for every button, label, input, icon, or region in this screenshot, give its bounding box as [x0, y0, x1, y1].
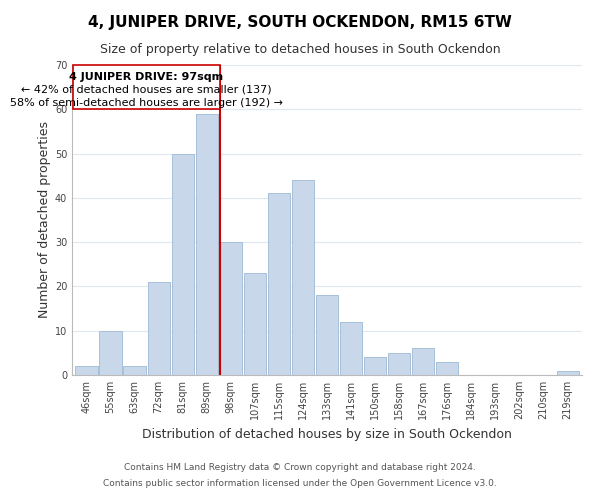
- Text: Contains public sector information licensed under the Open Government Licence v3: Contains public sector information licen…: [103, 478, 497, 488]
- Bar: [100, 330, 122, 375]
- Bar: [73, 65, 220, 110]
- Text: 4, JUNIPER DRIVE, SOUTH OCKENDON, RM15 6TW: 4, JUNIPER DRIVE, SOUTH OCKENDON, RM15 6…: [88, 15, 512, 30]
- Bar: [436, 362, 458, 375]
- Text: 4 JUNIPER DRIVE: 97sqm: 4 JUNIPER DRIVE: 97sqm: [70, 72, 224, 82]
- Y-axis label: Number of detached properties: Number of detached properties: [38, 122, 50, 318]
- Bar: [244, 273, 266, 375]
- Bar: [76, 366, 98, 375]
- Bar: [340, 322, 362, 375]
- Bar: [364, 358, 386, 375]
- Bar: [124, 366, 146, 375]
- Bar: [148, 282, 170, 375]
- Bar: [196, 114, 218, 375]
- X-axis label: Distribution of detached houses by size in South Ockendon: Distribution of detached houses by size …: [142, 428, 512, 440]
- Text: Contains HM Land Registry data © Crown copyright and database right 2024.: Contains HM Land Registry data © Crown c…: [124, 464, 476, 472]
- Bar: [412, 348, 434, 375]
- Bar: [557, 370, 578, 375]
- Bar: [220, 242, 242, 375]
- Bar: [388, 353, 410, 375]
- Bar: [316, 296, 338, 375]
- Text: Size of property relative to detached houses in South Ockendon: Size of property relative to detached ho…: [100, 42, 500, 56]
- Text: 58% of semi-detached houses are larger (192) →: 58% of semi-detached houses are larger (…: [10, 98, 283, 108]
- Text: ← 42% of detached houses are smaller (137): ← 42% of detached houses are smaller (13…: [21, 85, 272, 95]
- Bar: [292, 180, 314, 375]
- Bar: [268, 194, 290, 375]
- Bar: [172, 154, 194, 375]
